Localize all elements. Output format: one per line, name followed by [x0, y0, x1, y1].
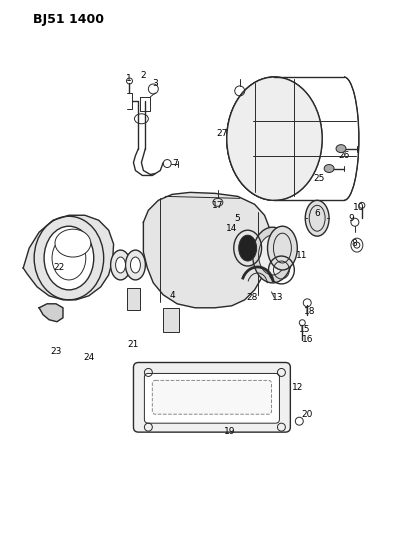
Text: 24: 24: [83, 353, 94, 362]
Ellipse shape: [131, 257, 140, 273]
Text: 21: 21: [128, 340, 139, 349]
Text: 8: 8: [351, 239, 357, 248]
Ellipse shape: [227, 77, 322, 200]
Ellipse shape: [324, 165, 334, 173]
Ellipse shape: [44, 226, 94, 290]
Ellipse shape: [125, 250, 145, 280]
Text: 26: 26: [338, 151, 350, 160]
Text: 1: 1: [126, 75, 131, 84]
Text: 13: 13: [272, 293, 283, 302]
Ellipse shape: [336, 144, 346, 152]
Text: 22: 22: [53, 263, 64, 272]
FancyBboxPatch shape: [133, 362, 291, 432]
Text: 15: 15: [298, 325, 310, 334]
Text: 5: 5: [234, 214, 240, 223]
FancyBboxPatch shape: [152, 381, 271, 414]
Text: 18: 18: [304, 307, 315, 316]
Bar: [127, 288, 140, 310]
Bar: [163, 308, 179, 332]
Text: 27: 27: [216, 129, 228, 138]
Text: 9: 9: [348, 214, 354, 223]
Ellipse shape: [253, 227, 293, 283]
Text: 2: 2: [140, 71, 146, 80]
Text: 11: 11: [296, 251, 307, 260]
Polygon shape: [143, 192, 269, 308]
Ellipse shape: [305, 200, 329, 236]
Text: 4: 4: [170, 292, 175, 301]
Text: 28: 28: [246, 293, 258, 302]
Text: 6: 6: [314, 209, 320, 218]
Ellipse shape: [227, 77, 322, 200]
Text: 17: 17: [212, 201, 224, 210]
Text: 16: 16: [302, 335, 313, 344]
Text: 20: 20: [302, 410, 313, 419]
Ellipse shape: [55, 229, 91, 257]
Ellipse shape: [239, 235, 257, 261]
Text: 10: 10: [353, 203, 365, 212]
Ellipse shape: [115, 257, 125, 273]
Text: 25: 25: [314, 174, 325, 183]
Polygon shape: [39, 304, 63, 322]
Text: 19: 19: [224, 426, 236, 435]
Text: 14: 14: [226, 224, 238, 233]
Polygon shape: [23, 215, 113, 300]
Text: 7: 7: [172, 159, 178, 168]
Ellipse shape: [111, 250, 131, 280]
Text: 12: 12: [292, 383, 303, 392]
Ellipse shape: [259, 235, 287, 275]
FancyBboxPatch shape: [144, 374, 279, 423]
Text: 29: 29: [274, 263, 285, 272]
Text: 3: 3: [152, 79, 158, 88]
Text: BJ51 1400: BJ51 1400: [33, 13, 104, 26]
Ellipse shape: [267, 226, 297, 270]
Text: 23: 23: [50, 347, 62, 356]
